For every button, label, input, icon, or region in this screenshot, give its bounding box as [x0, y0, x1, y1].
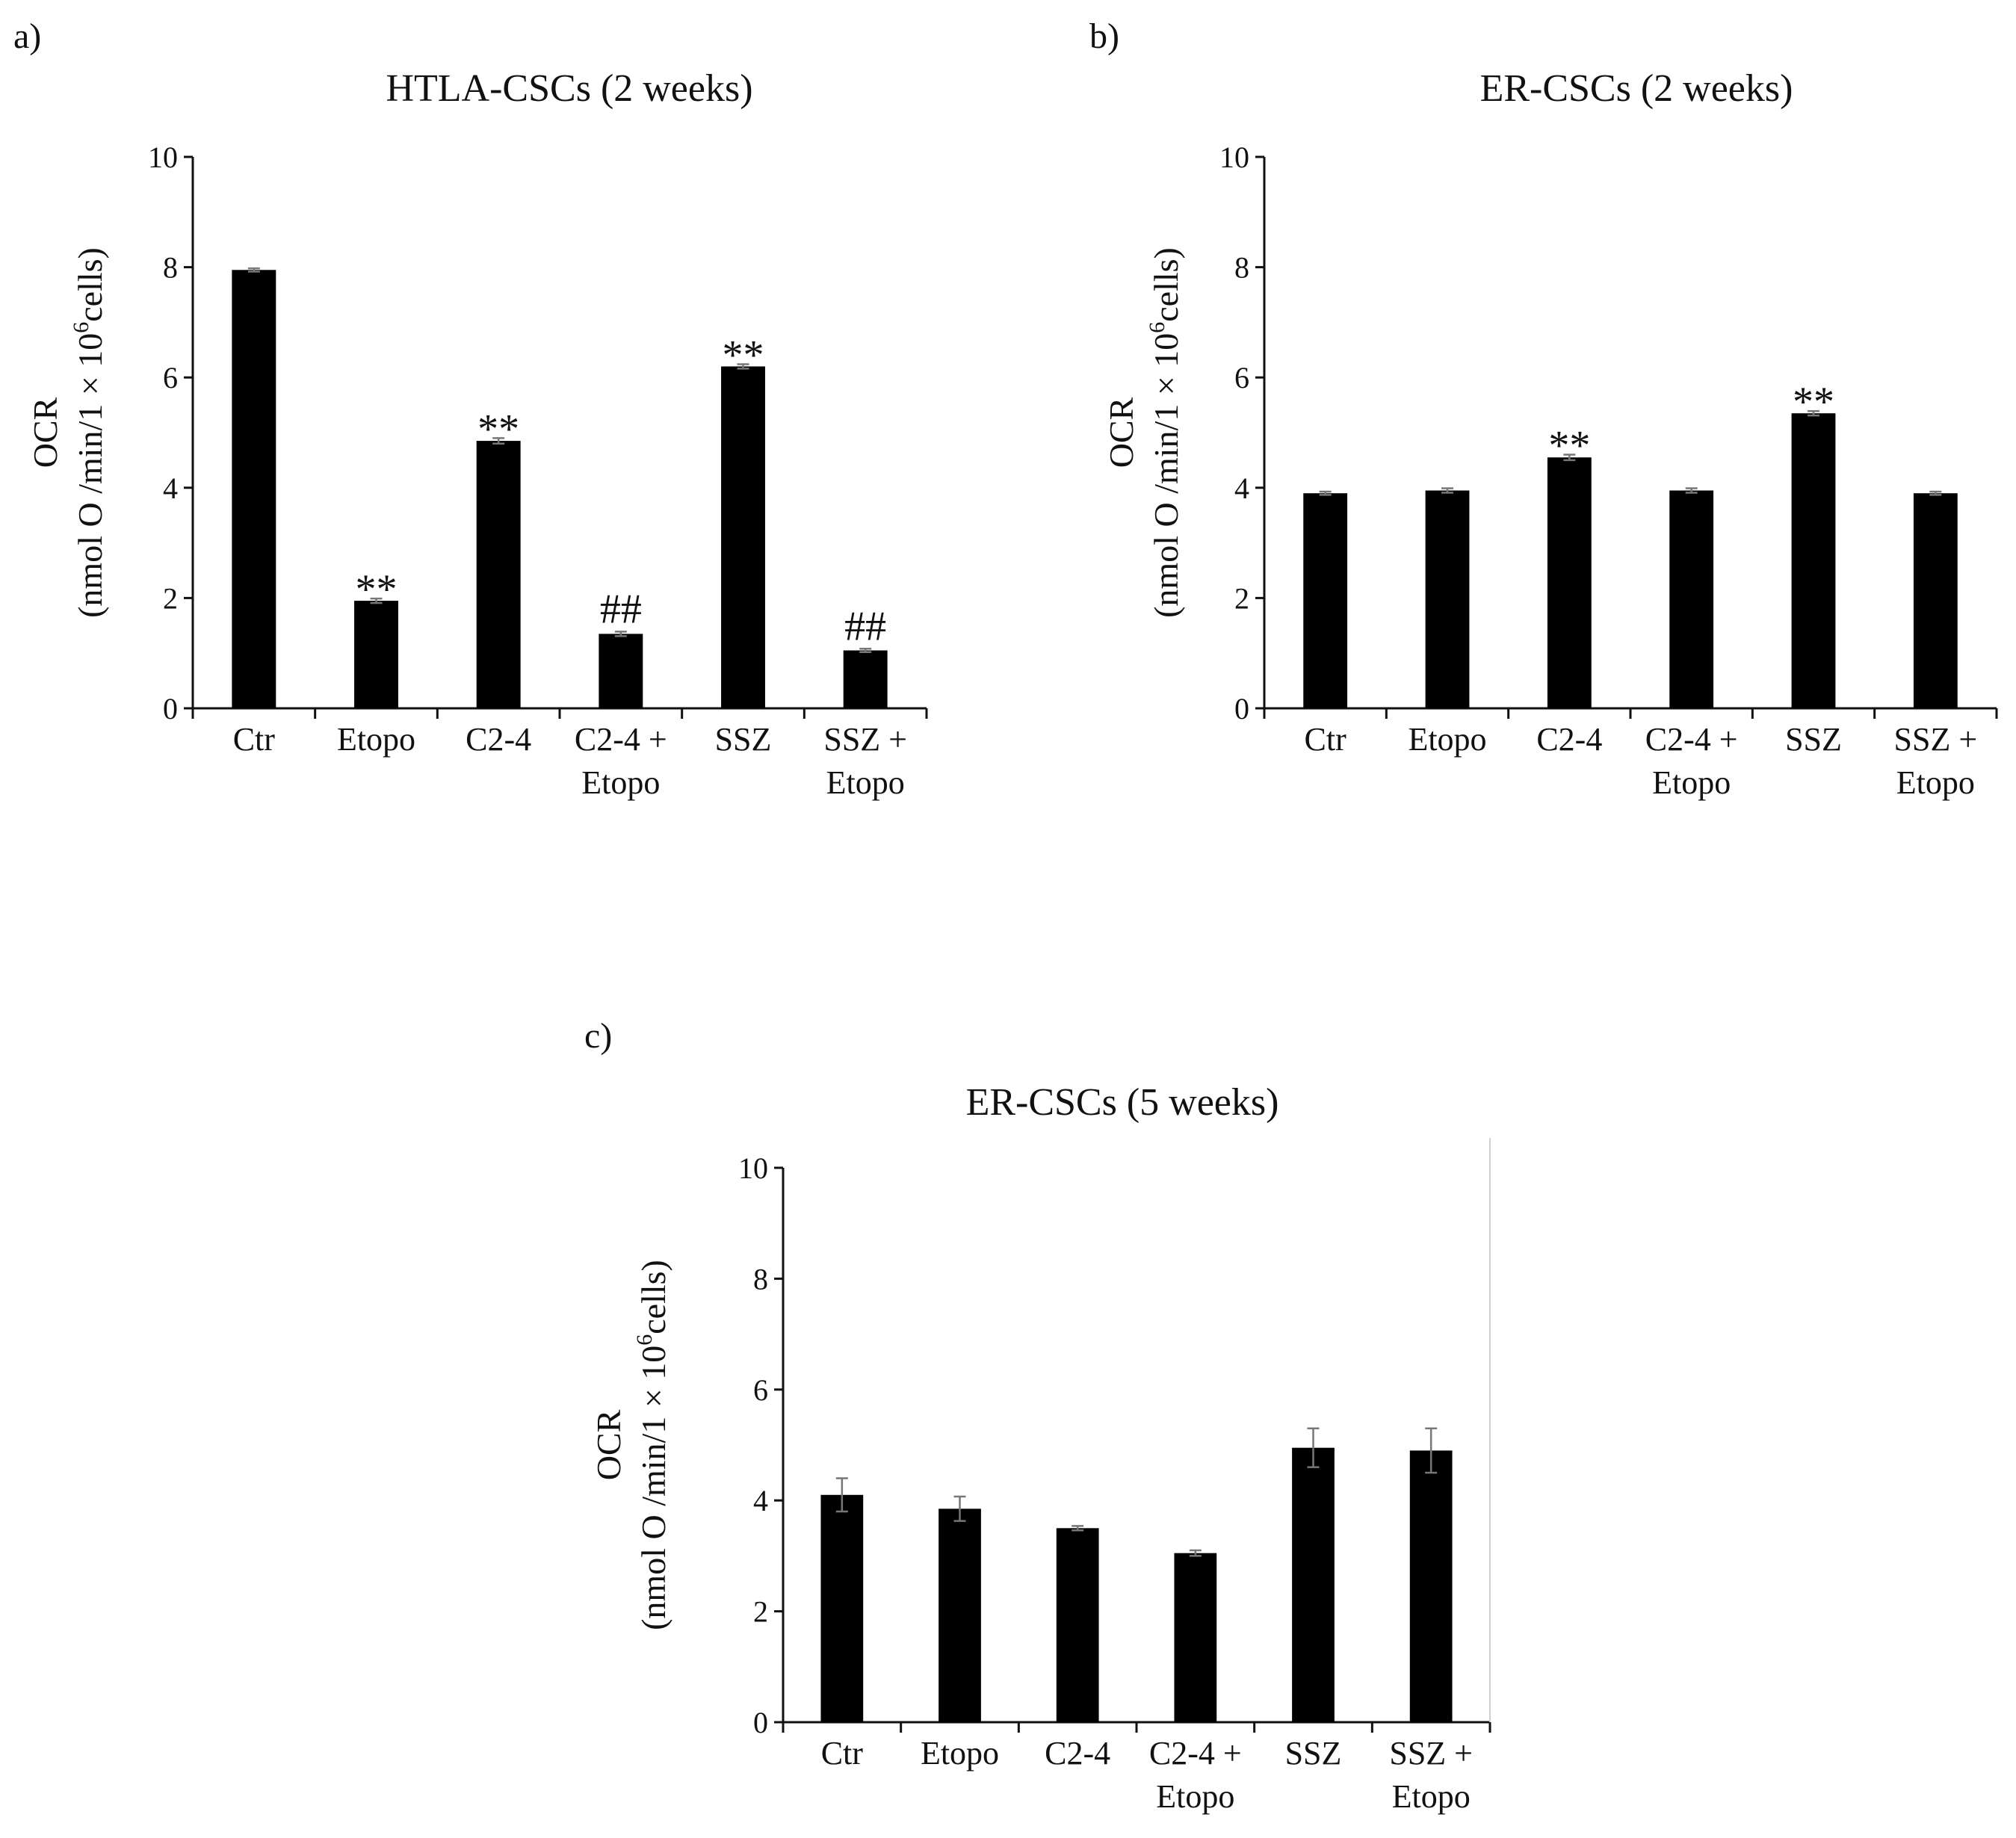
y-tick-label: 6 — [753, 1373, 768, 1407]
x-category-label: SSZ + — [1894, 721, 1978, 758]
x-category-label: Etopo — [1408, 721, 1486, 758]
bar — [232, 270, 276, 708]
y-tick-label: 2 — [1234, 581, 1249, 615]
x-category-label: C2-4 + — [1149, 1735, 1242, 1772]
y-tick-label: 4 — [1234, 471, 1249, 505]
x-category-label: C2-4 — [1536, 721, 1602, 758]
y-axis-label-units-main: (nmol O /min/1 × 10 — [1147, 333, 1185, 618]
bar — [939, 1509, 981, 1722]
x-category-label: SSZ + — [1389, 1735, 1473, 1772]
x-category-label: SSZ — [715, 721, 772, 758]
y-tick-label: 10 — [738, 1151, 768, 1185]
bar — [820, 1494, 864, 1722]
y-axis-label-exponent: 6 — [1145, 322, 1169, 333]
y-axis-label-units-tail: cells) — [71, 247, 109, 322]
y-tick-label: 8 — [163, 251, 178, 285]
panel-label-a: a) — [13, 16, 41, 56]
significance-marker: ## — [844, 603, 886, 649]
y-tick-label: 6 — [163, 361, 178, 394]
chart-title: HTLA-CSCs (2 weeks) — [386, 67, 752, 110]
bar — [354, 601, 398, 708]
y-tick-label: 2 — [163, 581, 178, 615]
y-tick-label: 4 — [163, 471, 178, 505]
x-category-label: Ctr — [821, 1735, 864, 1772]
significance-marker: ** — [477, 406, 519, 452]
y-axis-label-ocr: OCR — [26, 397, 64, 468]
x-category-label: C2-4 + — [1645, 721, 1738, 758]
y-tick-label: 6 — [1234, 361, 1249, 394]
bar — [599, 634, 643, 708]
y-axis-label-ocr: OCR — [590, 1409, 628, 1480]
x-category-label: Ctr — [233, 721, 276, 758]
y-axis-label-units: (nmol O /min/1 × 106cells) — [632, 1260, 672, 1630]
y-tick-label: 0 — [1234, 692, 1249, 725]
x-category-label: SSZ — [1785, 721, 1842, 758]
chart-title: ER-CSCs (5 weeks) — [966, 1081, 1279, 1124]
x-category-label: Etopo — [337, 721, 415, 758]
y-axis-label-units-tail: cells) — [1147, 247, 1185, 322]
y-tick-label: 10 — [1219, 140, 1249, 174]
y-axis-label-units: (nmol O /min/1 × 106cells) — [69, 247, 109, 618]
x-category-label: Etopo — [1652, 764, 1731, 801]
chart-er-2weeks: ER-CSCs (2 weeks) 0 2 4 6 8 10 OCR (nmol O /min/… — [1102, 67, 1998, 801]
bar — [1913, 493, 1958, 708]
chart-er-5weeks: ER-CSCs (5 weeks) 0 2 4 6 8 10 OCR (nmol O /min/… — [590, 1081, 1491, 1815]
x-category-label: Etopo — [826, 764, 905, 801]
y-tick-label: 0 — [753, 1706, 768, 1739]
panel-label-b: b) — [1089, 16, 1119, 56]
x-category-label: C2-4 — [466, 721, 531, 758]
significance-marker: ** — [356, 566, 398, 613]
y-tick-label: 8 — [1234, 251, 1249, 285]
panel-label-c: c) — [584, 1016, 612, 1056]
bar — [1669, 490, 1714, 708]
x-category-label: C2-4 + — [575, 721, 667, 758]
bar — [721, 366, 765, 708]
y-tick-label: 4 — [753, 1484, 768, 1517]
x-category-label: Etopo — [1896, 764, 1975, 801]
significance-marker: ** — [1548, 423, 1590, 469]
x-category-label: Etopo — [1392, 1778, 1471, 1815]
y-axis-label-exponent: 6 — [632, 1334, 657, 1346]
x-category-label: Etopo — [581, 764, 660, 801]
bar — [1292, 1447, 1335, 1722]
bar — [843, 650, 888, 708]
x-category-label: Etopo — [921, 1735, 999, 1772]
y-tick-label: 8 — [753, 1262, 768, 1296]
significance-marker: ** — [723, 332, 764, 378]
y-axis-label-units-main: (nmol O /min/1 × 10 — [634, 1346, 672, 1630]
bar — [1791, 413, 1836, 708]
chart-htla-2weeks: HTLA-CSCs (2 weeks) 0 2 4 6 8 10 OCR (nmol O /mi… — [26, 67, 928, 801]
chart-title: ER-CSCs (2 weeks) — [1480, 67, 1793, 110]
bar — [476, 441, 521, 708]
y-tick-label: 2 — [753, 1595, 768, 1629]
y-axis-label-units: (nmol O /min/1 × 106cells) — [1145, 247, 1185, 618]
y-tick-label: 10 — [148, 140, 178, 174]
bar — [1174, 1553, 1217, 1722]
bar — [1056, 1528, 1099, 1722]
bar — [1409, 1450, 1453, 1722]
y-axis-label-units-tail: cells) — [634, 1260, 672, 1334]
significance-marker: ** — [1793, 379, 1834, 425]
x-category-label: C2-4 — [1045, 1735, 1110, 1772]
x-category-label: SSZ + — [823, 721, 907, 758]
y-axis-label-ocr: OCR — [1102, 397, 1140, 468]
x-category-label: SSZ — [1285, 1735, 1342, 1772]
significance-marker: ## — [600, 586, 642, 632]
x-category-label: Ctr — [1305, 721, 1347, 758]
y-axis-label-units-main: (nmol O /min/1 × 10 — [71, 333, 109, 618]
bar — [1547, 457, 1592, 708]
x-category-label: Etopo — [1156, 1778, 1234, 1815]
y-tick-label: 0 — [163, 692, 178, 725]
bar — [1303, 493, 1348, 708]
y-axis-label-exponent: 6 — [69, 322, 93, 333]
bar — [1425, 490, 1470, 708]
